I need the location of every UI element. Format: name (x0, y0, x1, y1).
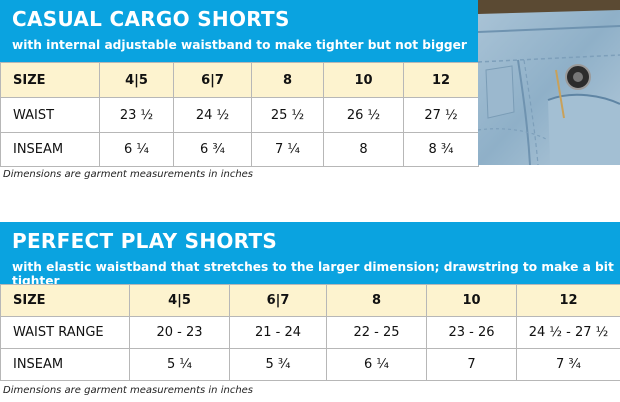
cargo-waist-value: 26 ½ (323, 97, 404, 133)
cargo-size-table: SIZE 4|5 6|7 8 10 12 WAIST 23 ½ 24 ½ 25 … (0, 62, 479, 167)
play-waist-range-value: 22 - 25 (326, 316, 427, 349)
play-waist-range-label: WAIST RANGE (0, 316, 130, 349)
denim-shorts-photo (478, 0, 620, 165)
cargo-waist-value: 27 ½ (403, 97, 479, 133)
cargo-row-size: SIZE 4|5 6|7 8 10 12 (0, 62, 479, 98)
play-banner: PERFECT PLAY SHORTS with elastic waistba… (0, 222, 620, 288)
cargo-inseam-label: INSEAM (0, 132, 100, 167)
cargo-subtitle: with internal adjustable waistband to ma… (12, 38, 467, 52)
play-inseam-value: 7 (426, 348, 517, 381)
cargo-waist-value: 23 ½ (99, 97, 174, 133)
play-inseam-value: 5 ¾ (229, 348, 327, 381)
cargo-footnote: Dimensions are garment measurements in i… (3, 169, 254, 180)
play-inseam-value: 5 ¼ (129, 348, 230, 381)
cargo-row-waist: WAIST 23 ½ 24 ½ 25 ½ 26 ½ 27 ½ (0, 97, 479, 133)
play-size-table: SIZE 4|5 6|7 8 10 12 WAIST RANGE 20 - 23… (0, 284, 620, 381)
play-size-12: 12 (516, 284, 620, 317)
play-inseam-value: 7 ¾ (516, 348, 620, 381)
cargo-title: CASUAL CARGO SHORTS (12, 7, 290, 31)
play-size-8: 8 (326, 284, 427, 317)
cargo-banner: CASUAL CARGO SHORTS with internal adjust… (0, 0, 478, 62)
cargo-waist-label: WAIST (0, 97, 100, 133)
play-row-size: SIZE 4|5 6|7 8 10 12 (0, 284, 620, 317)
cargo-row-inseam: INSEAM 6 ¼ 6 ¾ 7 ¼ 8 8 ¾ (0, 132, 479, 167)
cargo-size-label: SIZE (0, 62, 100, 98)
cargo-inseam-value: 7 ¼ (251, 132, 324, 167)
play-size-10: 10 (426, 284, 517, 317)
play-footnote: Dimensions are garment measurements in i… (3, 385, 254, 396)
cargo-size-6-7: 6|7 (173, 62, 252, 98)
cargo-waist-value: 24 ½ (173, 97, 252, 133)
cargo-size-4-5: 4|5 (99, 62, 174, 98)
cargo-inseam-value: 8 (323, 132, 404, 167)
play-size-4-5: 4|5 (129, 284, 230, 317)
play-waist-range-value: 21 - 24 (229, 316, 327, 349)
cargo-size-12: 12 (403, 62, 479, 98)
play-row-waist-range: WAIST RANGE 20 - 23 21 - 24 22 - 25 23 -… (0, 316, 620, 349)
play-row-inseam: INSEAM 5 ¼ 5 ¾ 6 ¼ 7 7 ¾ (0, 348, 620, 381)
play-size-6-7: 6|7 (229, 284, 327, 317)
play-inseam-label: INSEAM (0, 348, 130, 381)
cargo-size-10: 10 (323, 62, 404, 98)
cargo-size-8: 8 (251, 62, 324, 98)
play-waist-range-value: 23 - 26 (426, 316, 517, 349)
cargo-waist-value: 25 ½ (251, 97, 324, 133)
play-inseam-value: 6 ¼ (326, 348, 427, 381)
cargo-inseam-value: 6 ¾ (173, 132, 252, 167)
play-waist-range-value: 24 ½ - 27 ½ (516, 316, 620, 349)
cargo-inseam-value: 8 ¾ (403, 132, 479, 167)
play-size-label: SIZE (0, 284, 130, 317)
play-title: PERFECT PLAY SHORTS (12, 229, 278, 253)
cargo-inseam-value: 6 ¼ (99, 132, 174, 167)
play-waist-range-value: 20 - 23 (129, 316, 230, 349)
